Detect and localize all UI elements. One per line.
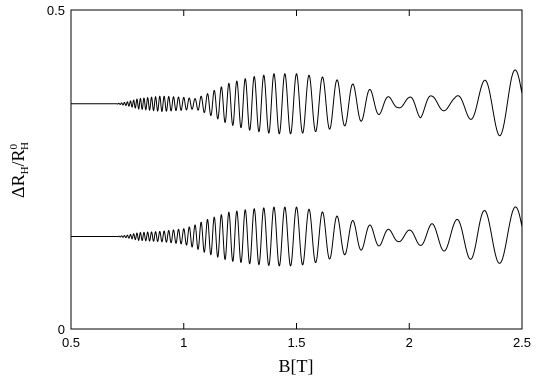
- x-tick-label: 2: [406, 335, 413, 350]
- series-line-1: [71, 69, 523, 137]
- x-tick-label: 1: [180, 335, 187, 350]
- y-tick-label: 0: [58, 322, 65, 337]
- y-tick-label: 0.5: [47, 3, 65, 18]
- y-axis-title-slash: /R: [8, 149, 28, 166]
- x-tick-label: 2.5: [513, 335, 531, 350]
- svg-text:ΔRH/R0H: ΔRH/R0H: [8, 142, 31, 198]
- series-layer: [71, 69, 523, 267]
- y-axis-title-sub1: H: [19, 166, 31, 174]
- x-tick-label: 0.5: [62, 335, 80, 350]
- axis-ticks: 0.5 1 1.5 2 2.500.5: [47, 3, 531, 350]
- x-axis-title: B[T]: [279, 356, 314, 376]
- y-axis-title-sub2: H: [19, 142, 31, 150]
- series-line-2: [71, 206, 523, 267]
- y-axis-title-sup: 0: [8, 143, 20, 149]
- x-tick-label: 1.5: [287, 335, 305, 350]
- y-axis-title: ΔRH/R0H: [8, 142, 31, 198]
- plot-frame: [70, 9, 523, 330]
- y-axis-title-main: ΔR: [8, 174, 28, 198]
